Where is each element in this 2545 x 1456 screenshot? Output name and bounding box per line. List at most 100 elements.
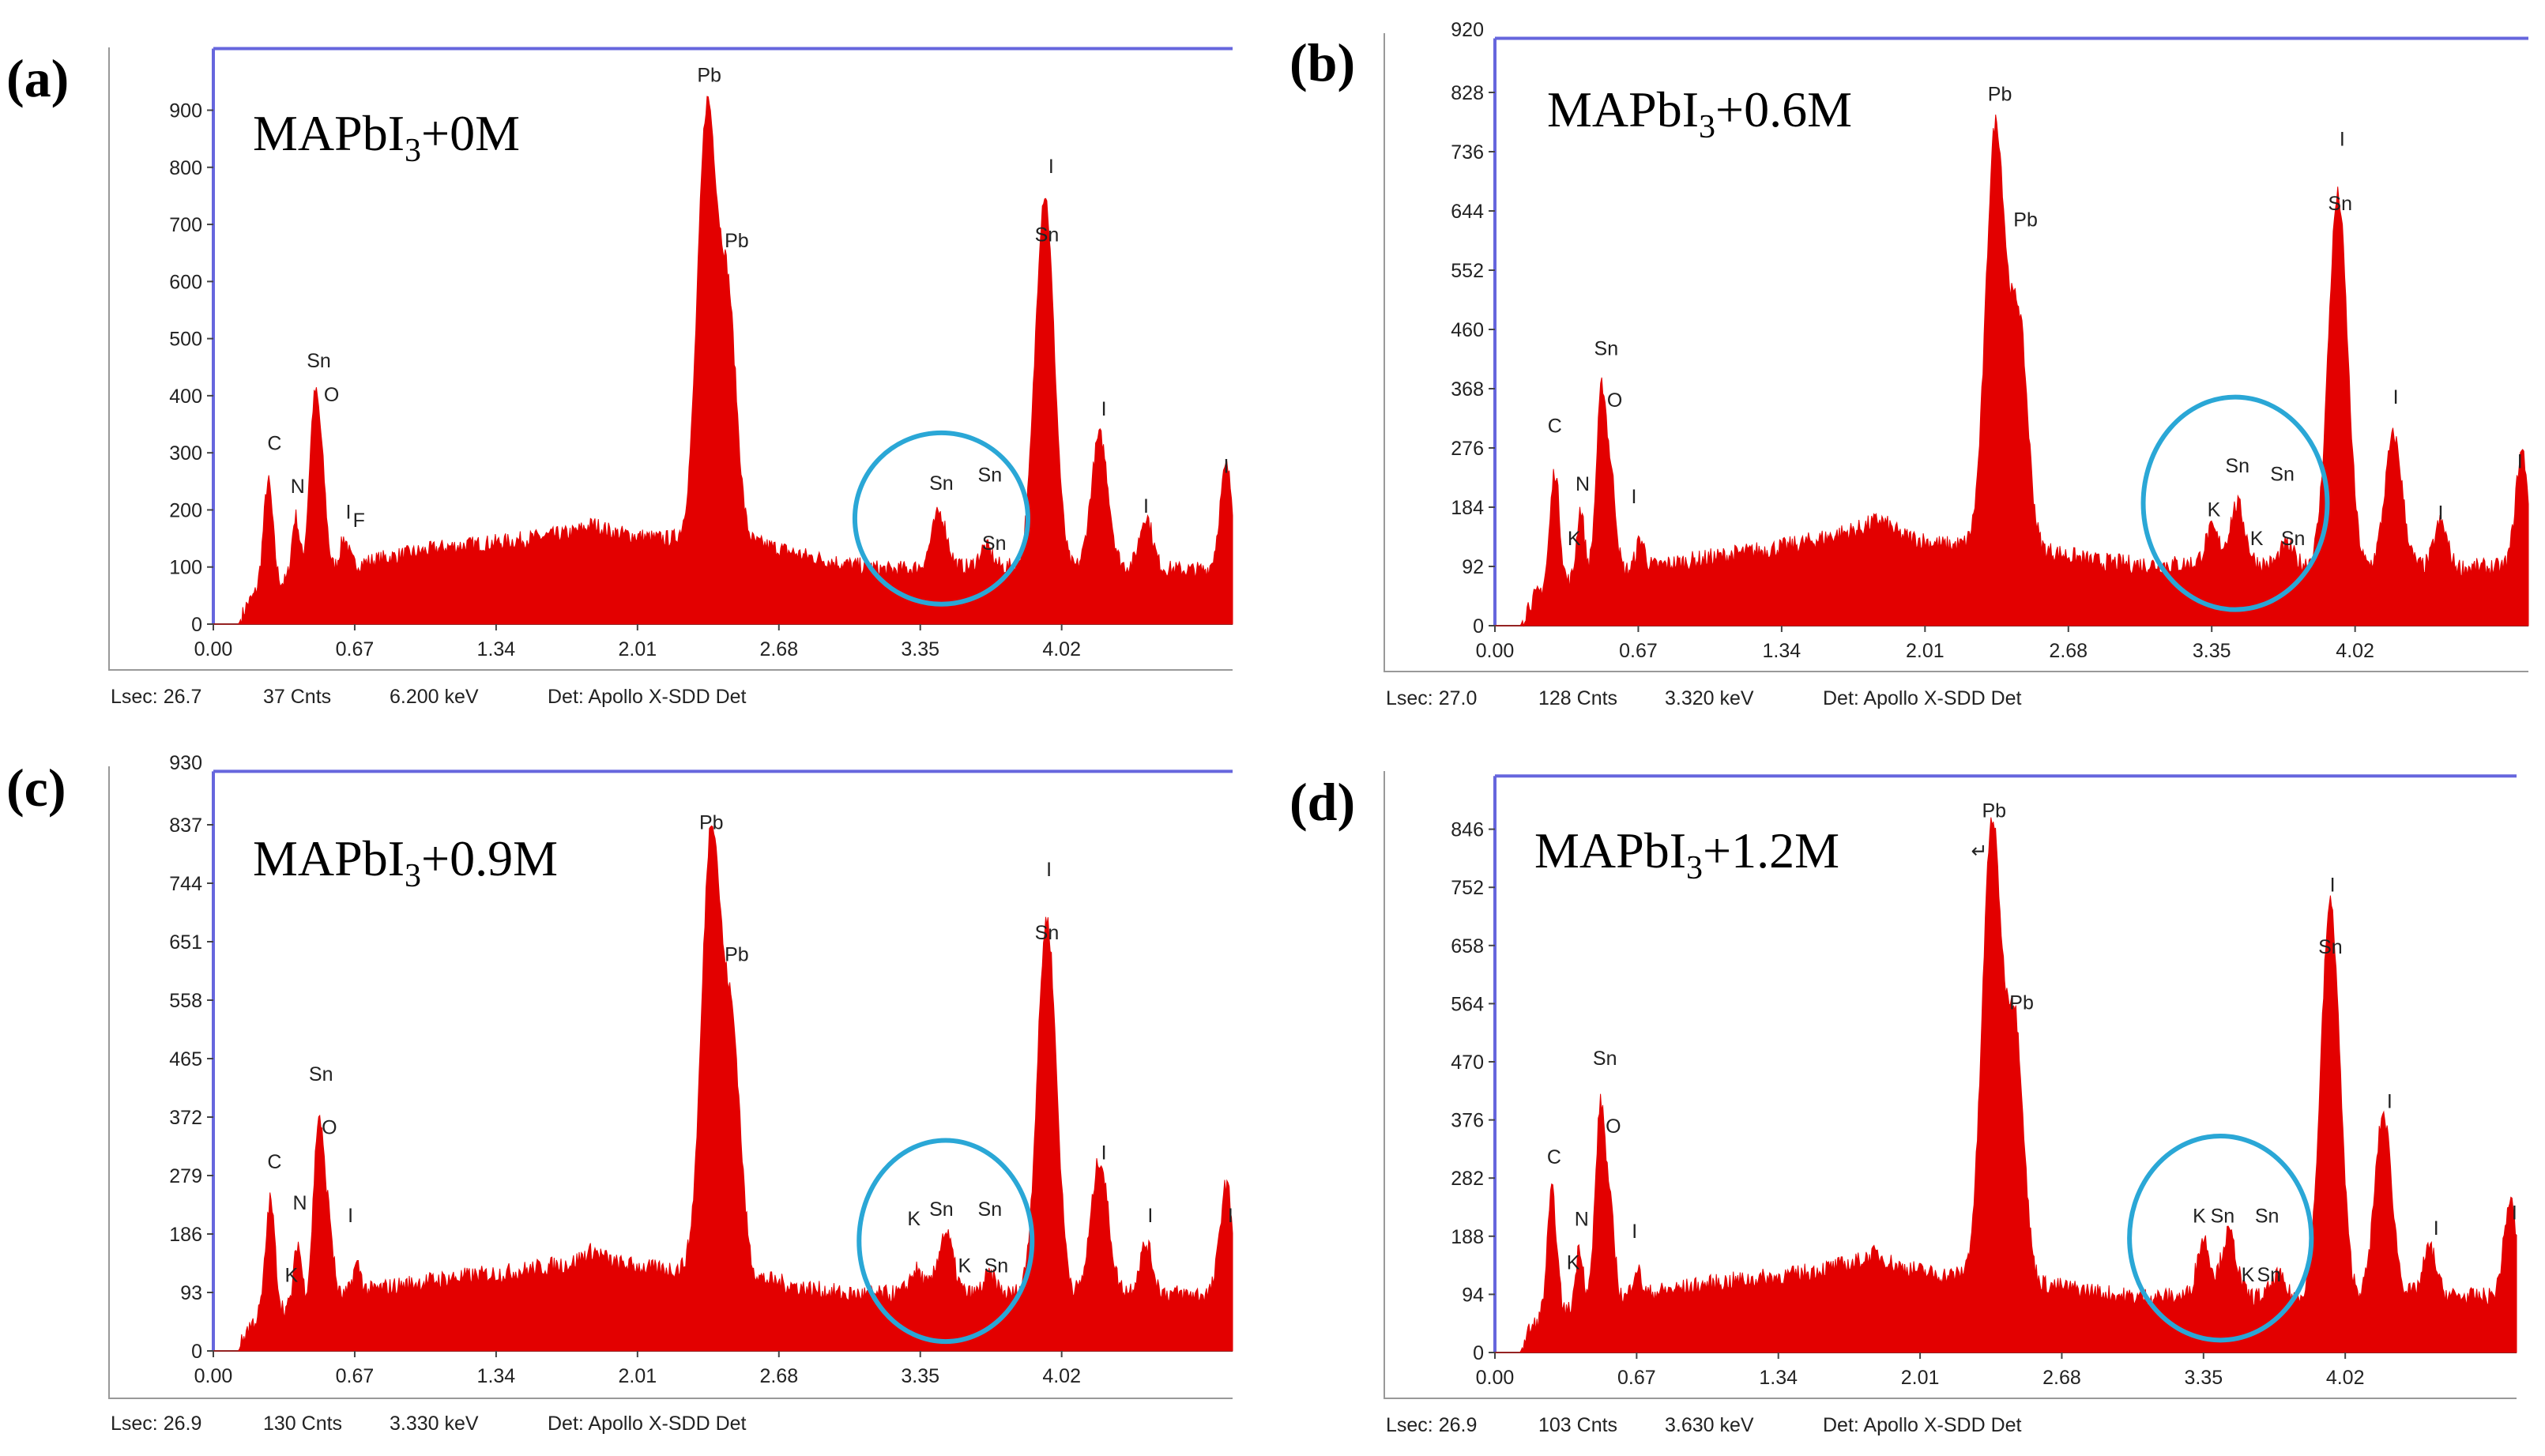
footer-det: Det: Apollo X-SDD Det [548, 686, 747, 708]
title-subscript: 3 [405, 133, 421, 169]
x-tick-label: 4.02 [1042, 638, 1081, 660]
y-tick-label-top: 930 [169, 752, 202, 774]
y-tick-label: 0 [1473, 615, 1484, 638]
y-tick-label: 736 [1451, 141, 1484, 164]
x-tick-label: 1.34 [477, 638, 516, 660]
peak-label: Sn [2255, 1206, 2280, 1228]
highlight-circle [2127, 1133, 2314, 1343]
peak-label: O [1607, 389, 1622, 412]
panel-letter: (b) [1289, 32, 1355, 92]
y-tick-label: 465 [169, 1048, 202, 1070]
peak-label: Sn [984, 1255, 1009, 1277]
y-tick-label-top: 920 [1451, 19, 1484, 41]
y-tick-label: 0 [191, 1341, 202, 1363]
peak-label: K [1567, 1251, 1580, 1274]
y-tick-label: 828 [1451, 82, 1484, 104]
footer-lsec: Lsec: 26.9 [111, 1413, 201, 1435]
peak-label: I [345, 501, 351, 523]
x-tick-label: 2.68 [2042, 1367, 2081, 1389]
panel-title: MAPbI3+0.9M [253, 830, 558, 894]
y-tick-label: 558 [169, 990, 202, 1012]
y-tick-label: 837 [169, 815, 202, 837]
y-tick-label: 92 [1462, 556, 1484, 578]
panel-title: MAPbI3+0M [253, 105, 520, 169]
y-tick-label: 900 [169, 100, 202, 122]
panel-title: MAPbI3+0.6M [1547, 81, 1852, 145]
y-tick-label: 0 [191, 614, 202, 636]
x-tick-label: 0.00 [1476, 1367, 1515, 1389]
peak-label: O [324, 384, 339, 406]
panel-c: 0 93 186 279 372 465 558 651 744 837 930 0.00 0.67 1.… [6, 752, 1233, 1435]
peak-label: Pb [2013, 209, 2038, 231]
footer-lsec: Lsec: 26.7 [111, 686, 201, 708]
y-tick-label: 700 [169, 214, 202, 236]
peak-label: I [2434, 1217, 2439, 1240]
peak-label: O [1606, 1116, 1621, 1138]
x-tick-label: 0.67 [336, 638, 375, 660]
y-tick-label: 276 [1451, 438, 1484, 460]
peak-label: K [2250, 528, 2264, 550]
peak-label: Sn [929, 1198, 954, 1221]
outer-frame [1384, 771, 2517, 1399]
peak-label: I [1101, 1142, 1107, 1164]
peak-label: Pb [1982, 800, 2006, 822]
x-tick-label: 0.00 [194, 1365, 233, 1387]
peak-label: I [2517, 450, 2523, 472]
title-main: MAPbI [1547, 81, 1699, 137]
y-tick-label: 800 [169, 157, 202, 179]
footer-kev: 3.320 keV [1665, 687, 1754, 709]
title-main: MAPbI [253, 830, 405, 886]
y-tick-label: 186 [169, 1224, 202, 1246]
peak-label: I [348, 1205, 353, 1227]
peak-label: K [2193, 1206, 2206, 1228]
x-tick-label: 3.35 [901, 1365, 939, 1387]
peak-label: Pb [697, 64, 721, 86]
peak-label: Sn [2257, 1264, 2281, 1286]
peak-label: Pb [1988, 84, 2012, 106]
peak-label: C [1547, 1146, 1561, 1168]
peak-label: I [1224, 455, 1229, 477]
x-tick-label: 3.35 [2184, 1367, 2223, 1389]
peak-label: Sn [978, 464, 1003, 486]
peak-label: I [2387, 1091, 2393, 1113]
peak-label: Sn [982, 532, 1007, 555]
panel-d: 0 94 188 282 376 470 564 658 752 846 0.00 0.67 1.34 2… [1289, 771, 2517, 1436]
peak-label: Sn [1035, 922, 1060, 944]
peak-label: Pb [725, 944, 749, 966]
peak-label: I [1143, 495, 1149, 517]
x-tick-label: 1.34 [1759, 1367, 1798, 1389]
title-tail: +0M [421, 105, 520, 161]
panel-letter: (d) [1289, 772, 1355, 832]
footer-det: Det: Apollo X-SDD Det [1823, 687, 2022, 709]
peak-label: K [2208, 499, 2221, 521]
peak-label: Sn [1593, 1048, 1617, 1070]
panel-title: MAPbI3+1.2M [1534, 822, 1839, 886]
y-tick-label: 282 [1451, 1168, 1484, 1190]
x-tick-label: 0.00 [1476, 640, 1515, 662]
y-tick-label: 184 [1451, 497, 1484, 519]
footer-lsec: Lsec: 26.9 [1386, 1414, 1477, 1436]
spectrum-area [213, 825, 1233, 1352]
x-tick-label: 3.35 [2193, 640, 2231, 662]
y-tick-label: 552 [1451, 260, 1484, 282]
title-tail: +0.9M [421, 830, 558, 886]
peak-label: Sn [978, 1198, 1003, 1221]
panel-letter: (a) [6, 48, 69, 108]
y-tick-label: 279 [169, 1165, 202, 1187]
x-tick-label: 4.02 [2326, 1367, 2365, 1389]
y-tick-label: 376 [1451, 1110, 1484, 1132]
peak-label: Sn [309, 1063, 333, 1085]
spectrum-area [213, 96, 1233, 625]
y-tick-label: 564 [1451, 993, 1484, 1015]
peak-label: K [958, 1255, 971, 1277]
peak-label: I [1228, 1205, 1233, 1227]
y-tick-label: 658 [1451, 935, 1484, 957]
title-subscript: 3 [1686, 850, 1703, 886]
peak-label: Sn [1594, 338, 1619, 360]
footer-lsec: Lsec: 27.0 [1386, 687, 1477, 709]
x-tick-label: 2.01 [618, 1365, 657, 1387]
spectrum-area [1495, 115, 2529, 627]
peak-label: Pb [725, 230, 749, 252]
x-tick-label: 0.00 [194, 638, 233, 660]
